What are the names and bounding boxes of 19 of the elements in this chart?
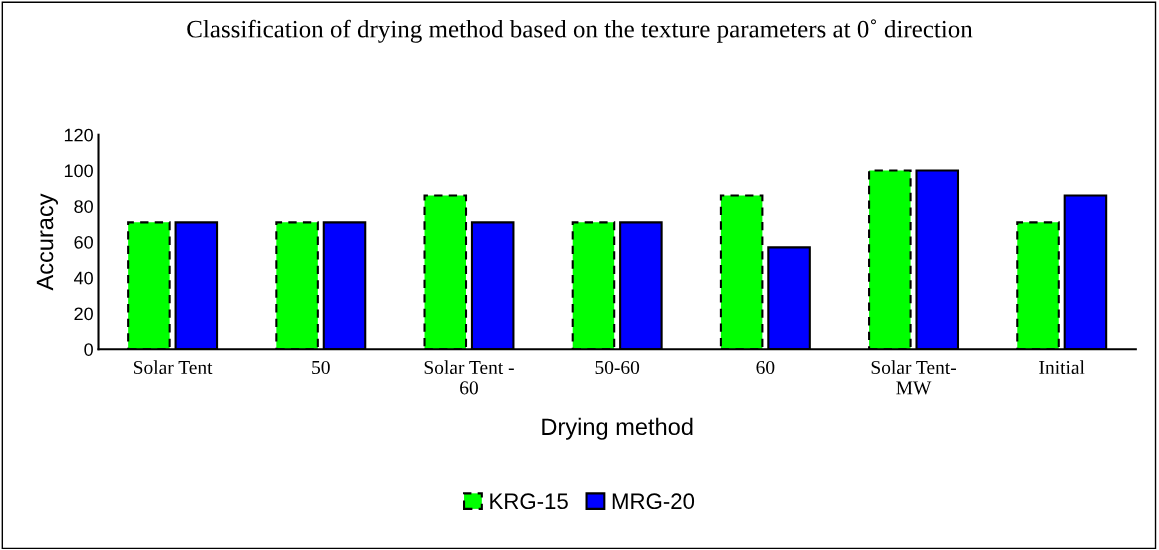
x-tick-label: Solar Tent - 60 — [424, 360, 514, 395]
x-tick-label: Initial — [1039, 360, 1085, 375]
x-axis-title: Drying method — [542, 417, 693, 440]
y-axis-title: Accuracy — [36, 193, 58, 291]
legend-label: MRG-20 — [612, 493, 695, 510]
y-tick-label: 40 — [73, 271, 93, 285]
y-tick-label: 100 — [64, 164, 93, 178]
x-tick-label: 50-60 — [595, 360, 640, 375]
y-tick-label: 80 — [74, 200, 93, 213]
x-tick-label: 50 — [312, 360, 330, 375]
x-tick-label: Solar Tent- MW — [871, 360, 956, 395]
x-tick-label: Solar Tent — [133, 360, 213, 375]
x-tick-label: 60 — [756, 360, 775, 375]
y-tick-label: 20 — [74, 307, 93, 321]
chart-title: Classification of drying method based on the texture parameters at 0˚ direction — [187, 19, 973, 43]
legend-label: KRG-15 — [490, 493, 568, 510]
y-tick-label: 0 — [84, 343, 93, 356]
y-tick-label: 120 — [64, 128, 93, 142]
y-tick-label: 60 — [74, 235, 93, 249]
